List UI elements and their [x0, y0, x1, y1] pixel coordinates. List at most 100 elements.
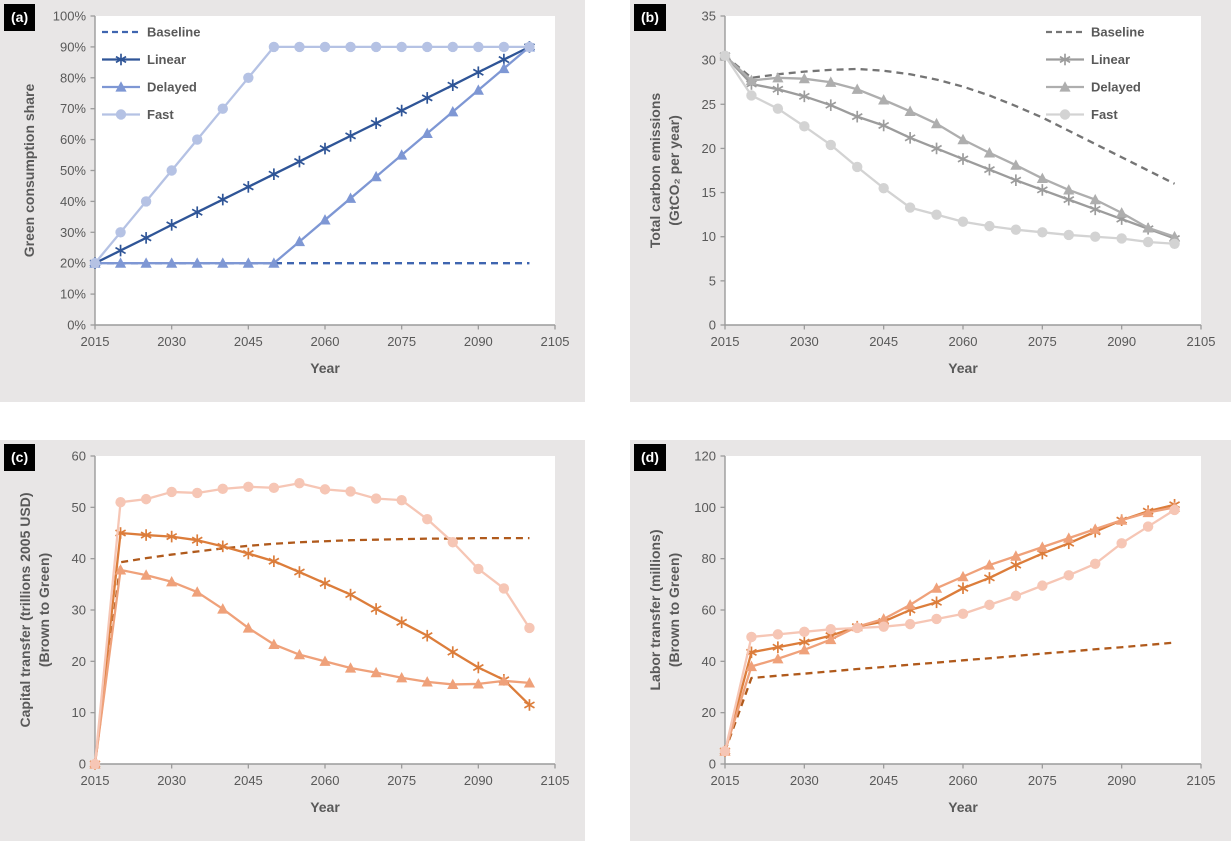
series-delayed	[89, 41, 536, 268]
panel-b: (b) 2015 2030 2045 2060 2075 2090 2105 0 5 10 15 20…	[630, 0, 1231, 402]
svg-text:2090: 2090	[1107, 773, 1136, 788]
x-axis-ticks: 2015 2030 2045 2060 2075 2090 2105	[81, 325, 569, 349]
panel-c: (c) 2015 2030 2045 2060 2075 2090 2105 0 10 20 30 4…	[0, 440, 585, 841]
svg-text:2090: 2090	[464, 773, 493, 788]
svg-text:90%: 90%	[60, 39, 86, 54]
y-axis-title-line: (Brown to Green)	[36, 553, 52, 667]
svg-text:60: 60	[702, 603, 716, 618]
svg-text:2045: 2045	[869, 773, 898, 788]
svg-text:40: 40	[702, 654, 716, 669]
chart-total-carbon-emissions: 2015 2030 2045 2060 2075 2090 2105 0 5 10 15 20 25 30…	[647, 9, 1215, 377]
svg-text:2075: 2075	[387, 334, 416, 349]
panel-b-badge: (b)	[634, 4, 666, 31]
chart-labor-transfer: 2015 2030 2045 2060 2075 2090 2105 0 20 40 60 80 100…	[647, 449, 1216, 816]
chart-green-consumption-share: 2015 2030 2045 2060 2075 2090 2105 0% 10% 20% 30% 4…	[21, 9, 569, 377]
legend-label-baseline: Baseline	[147, 25, 200, 40]
x-axis-title: Year	[948, 360, 978, 376]
svg-text:2105: 2105	[541, 773, 570, 788]
svg-text:70%: 70%	[60, 101, 86, 116]
legend: Baseline Linear Delayed Fast	[102, 25, 200, 122]
series-baseline	[93, 536, 530, 765]
svg-text:40: 40	[72, 551, 86, 566]
y-axis-title-line: Green consumption share	[21, 84, 37, 258]
svg-text:30: 30	[702, 53, 716, 68]
x-axis-title: Year	[948, 799, 978, 815]
svg-text:2015: 2015	[711, 334, 740, 349]
svg-text:30: 30	[72, 603, 86, 618]
panel-a-badge: (a)	[4, 4, 36, 31]
panel-a: (a) 2015 2030 2045 2060 2075 2090 2105 0% 10% 20%…	[0, 0, 585, 402]
svg-text:2015: 2015	[711, 773, 740, 788]
svg-text:120: 120	[694, 449, 716, 464]
y-axis-ticks: 0% 10% 20% 30% 40% 50% 60% 70% 80% 90% 100%	[53, 9, 95, 333]
legend-label-linear: Linear	[1091, 52, 1130, 67]
svg-text:2030: 2030	[157, 334, 186, 349]
svg-text:40%: 40%	[60, 194, 86, 209]
series-fast	[719, 504, 1180, 757]
panel-c-badge: (c)	[4, 444, 36, 471]
x-axis-ticks: 2015 2030 2045 2060 2075 2090 2105	[711, 764, 1216, 788]
x-axis-title: Year	[310, 360, 340, 376]
svg-text:0: 0	[709, 318, 716, 333]
legend-label-fast: Fast	[1091, 107, 1118, 122]
svg-text:2075: 2075	[1028, 773, 1057, 788]
plot-area	[725, 16, 1201, 325]
svg-text:80%: 80%	[60, 70, 86, 85]
svg-text:2030: 2030	[790, 773, 819, 788]
svg-text:2060: 2060	[949, 334, 978, 349]
plot-area	[95, 456, 555, 764]
svg-text:2045: 2045	[234, 773, 263, 788]
legend-label-fast: Fast	[147, 107, 174, 122]
svg-text:2045: 2045	[234, 334, 263, 349]
series-linear	[89, 527, 535, 770]
series-fast	[89, 478, 535, 770]
svg-text:2060: 2060	[311, 334, 340, 349]
svg-text:20: 20	[702, 141, 716, 156]
y-axis-ticks: 0 10 20 30 40 50 60	[72, 449, 95, 772]
legend-label-baseline: Baseline	[1091, 25, 1144, 40]
y-axis-ticks: 0 20 40 60 80 100 120	[694, 449, 725, 772]
x-axis-title: Year	[310, 799, 340, 815]
series-baseline	[724, 54, 1176, 185]
svg-text:2015: 2015	[81, 334, 110, 349]
svg-text:50: 50	[72, 500, 86, 515]
svg-text:20: 20	[702, 705, 716, 720]
series-linear	[89, 41, 535, 269]
svg-text:20: 20	[72, 654, 86, 669]
svg-text:0%: 0%	[67, 318, 86, 333]
svg-text:0: 0	[709, 757, 716, 772]
y-axis-title-line: Capital transfer (trillions 2005 USD)	[17, 493, 33, 728]
svg-text:80: 80	[702, 551, 716, 566]
svg-text:10: 10	[702, 229, 716, 244]
series-fast	[89, 41, 535, 269]
y-axis-title-line: Total carbon emissions	[647, 93, 663, 249]
svg-text:50%: 50%	[60, 163, 86, 178]
x-axis-ticks: 2015 2030 2045 2060 2075 2090 2105	[711, 325, 1215, 349]
svg-text:2015: 2015	[81, 773, 110, 788]
svg-text:20%: 20%	[60, 256, 86, 271]
panel-d-badge: (d)	[634, 444, 666, 471]
panel-d: (d) 2015 2030 2045 2060 2075 2090 2105 0 20 40 60 8…	[630, 440, 1231, 841]
svg-text:2090: 2090	[464, 334, 493, 349]
x-axis-ticks: 2015 2030 2045 2060 2075 2090 2105	[81, 764, 570, 788]
chart-capital-transfer: 2015 2030 2045 2060 2075 2090 2105010203040506…	[17, 449, 570, 816]
svg-text:60%: 60%	[60, 132, 86, 147]
y-axis-title-line: (Brown to Green)	[666, 553, 682, 667]
svg-text:5: 5	[709, 273, 716, 288]
svg-text:2105: 2105	[1187, 773, 1216, 788]
y-axis-title-line: Labor transfer (millions)	[647, 529, 663, 690]
svg-text:60: 60	[72, 449, 86, 464]
legend: Baseline Linear Delayed Fast	[1046, 25, 1144, 122]
y-axis-title-line: (GtCO₂ per year)	[666, 115, 682, 225]
legend-label-delayed: Delayed	[1091, 80, 1141, 95]
svg-text:30%: 30%	[60, 225, 86, 240]
svg-text:10: 10	[72, 705, 86, 720]
svg-text:25: 25	[702, 97, 716, 112]
legend-label-delayed: Delayed	[147, 80, 197, 95]
svg-text:2030: 2030	[157, 773, 186, 788]
y-axis-ticks: 0 5 10 15 20 25 30 35	[702, 9, 725, 333]
svg-text:15: 15	[702, 185, 716, 200]
svg-text:0: 0	[79, 757, 86, 772]
svg-text:2075: 2075	[387, 773, 416, 788]
